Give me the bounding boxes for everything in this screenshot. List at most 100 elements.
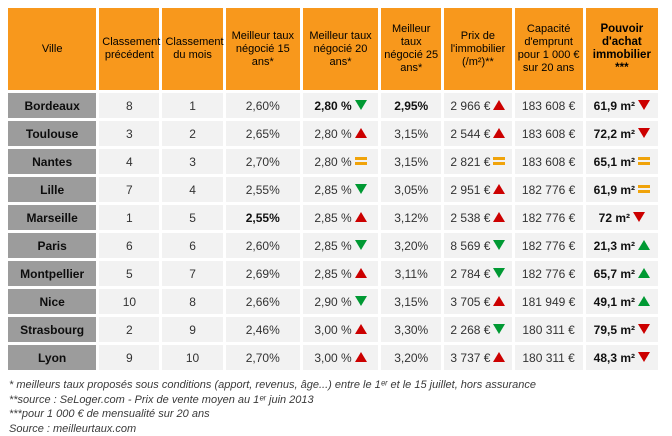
cell-value: 2 544 € [450, 127, 490, 141]
cell-value: 2 784 € [450, 267, 490, 281]
price-sqm-cell: 2 966 € [444, 93, 511, 118]
cell-value: 2,85 % [314, 267, 351, 281]
col-header-taux-15-ans: Meilleur taux négocié 15 ans* [226, 8, 300, 90]
up-arrow-icon [355, 128, 367, 138]
footnotes: * meilleurs taux proposés sous condition… [5, 378, 667, 436]
purchase-power-cell: 49,1 m² [586, 289, 658, 314]
rate-20y-cell: 2,80 % [303, 149, 378, 174]
down-arrow-icon [638, 352, 650, 362]
cell-value: 3,05% [394, 183, 428, 197]
rank-previous-cell: 8 [99, 93, 159, 118]
cell-value: 3,15% [394, 295, 428, 309]
footnote-capacity-basis: ***pour 1 000 € de mensualité sur 20 ans [9, 407, 667, 422]
down-arrow-icon [638, 100, 650, 110]
city-cell: Nice [8, 289, 96, 314]
rate-15y-cell: 2,66% [226, 289, 300, 314]
cell-value: 3,30% [394, 323, 428, 337]
cell-value: 2,80 % [314, 127, 351, 141]
cell-value: 2,66% [246, 295, 280, 309]
col-header-prix-immobilier: Prix de l'immobilier (/m²)** [444, 8, 511, 90]
rank-month-cell: 2 [162, 121, 222, 146]
rate-15y-cell: 2,55% [226, 205, 300, 230]
rate-25y-cell: 3,12% [381, 205, 441, 230]
cell-value: 48,3 m² [594, 351, 635, 365]
rank-previous-cell: 4 [99, 149, 159, 174]
rate-25y-cell: 3,15% [381, 149, 441, 174]
purchase-power-cell: 79,5 m² [586, 317, 658, 342]
price-sqm-cell: 2 544 € [444, 121, 511, 146]
up-arrow-icon [638, 268, 650, 278]
purchase-power-cell: 72,2 m² [586, 121, 658, 146]
cell-value: 2,80 % [314, 99, 351, 113]
rate-15y-cell: 2,65% [226, 121, 300, 146]
purchase-power-cell: 61,9 m² [586, 177, 658, 202]
cell-value: 2,70% [246, 155, 280, 169]
borrowing-capacity-cell: 183 608 € [515, 121, 583, 146]
price-sqm-cell: 3 705 € [444, 289, 511, 314]
cell-value: 61,9 m² [594, 99, 635, 113]
rank-month-cell: 5 [162, 205, 222, 230]
up-arrow-icon [493, 352, 505, 362]
borrowing-capacity-cell: 181 949 € [515, 289, 583, 314]
purchase-power-cell: 21,3 m² [586, 233, 658, 258]
up-arrow-icon [355, 324, 367, 334]
rate-25y-cell: 3,11% [381, 261, 441, 286]
rank-previous-cell: 5 [99, 261, 159, 286]
cell-value: 21,3 m² [594, 239, 635, 253]
city-cell: Marseille [8, 205, 96, 230]
cell-value: 65,7 m² [594, 267, 635, 281]
cell-value: 3,20% [394, 351, 428, 365]
up-arrow-icon [493, 100, 505, 110]
up-arrow-icon [493, 212, 505, 222]
city-cell: Toulouse [8, 121, 96, 146]
rank-previous-cell: 9 [99, 345, 159, 370]
rate-15y-cell: 2,46% [226, 317, 300, 342]
purchase-power-cell: 72 m² [586, 205, 658, 230]
city-cell: Lyon [8, 345, 96, 370]
equal-icon [638, 183, 650, 193]
borrowing-capacity-cell: 182 776 € [515, 261, 583, 286]
equal-icon [638, 155, 650, 165]
down-arrow-icon [355, 296, 367, 306]
equal-icon [493, 155, 505, 165]
purchase-power-cell: 65,7 m² [586, 261, 658, 286]
rate-25y-cell: 3,05% [381, 177, 441, 202]
col-header-pouvoir-achat: Pouvoir d'achat immobilier *** [586, 8, 658, 90]
borrowing-capacity-cell: 180 311 € [515, 345, 583, 370]
borrowing-capacity-cell: 182 776 € [515, 233, 583, 258]
cell-value: 2 821 € [450, 155, 490, 169]
cell-value: 2,85 % [314, 211, 351, 225]
down-arrow-icon [633, 212, 645, 222]
cell-value: 2,90 % [314, 295, 351, 309]
equal-icon [355, 155, 367, 165]
cell-value: 2,65% [246, 127, 280, 141]
rank-month-cell: 3 [162, 149, 222, 174]
city-cell: Paris [8, 233, 96, 258]
rank-previous-cell: 3 [99, 121, 159, 146]
col-header-taux-20-ans: Meilleur taux négocié 20 ans* [303, 8, 378, 90]
cell-value: 72,2 m² [594, 127, 635, 141]
up-arrow-icon [355, 352, 367, 362]
cell-value: 2,95% [394, 99, 428, 113]
footnote-rates-conditions: * meilleurs taux proposés sous condition… [9, 378, 667, 393]
up-arrow-icon [638, 240, 650, 250]
down-arrow-icon [493, 240, 505, 250]
rank-month-cell: 10 [162, 345, 222, 370]
cell-value: 3 705 € [450, 295, 490, 309]
cell-value: 2,85 % [314, 239, 351, 253]
rate-20y-cell: 2,85 % [303, 261, 378, 286]
rank-month-cell: 9 [162, 317, 222, 342]
city-cell: Bordeaux [8, 93, 96, 118]
rank-previous-cell: 10 [99, 289, 159, 314]
